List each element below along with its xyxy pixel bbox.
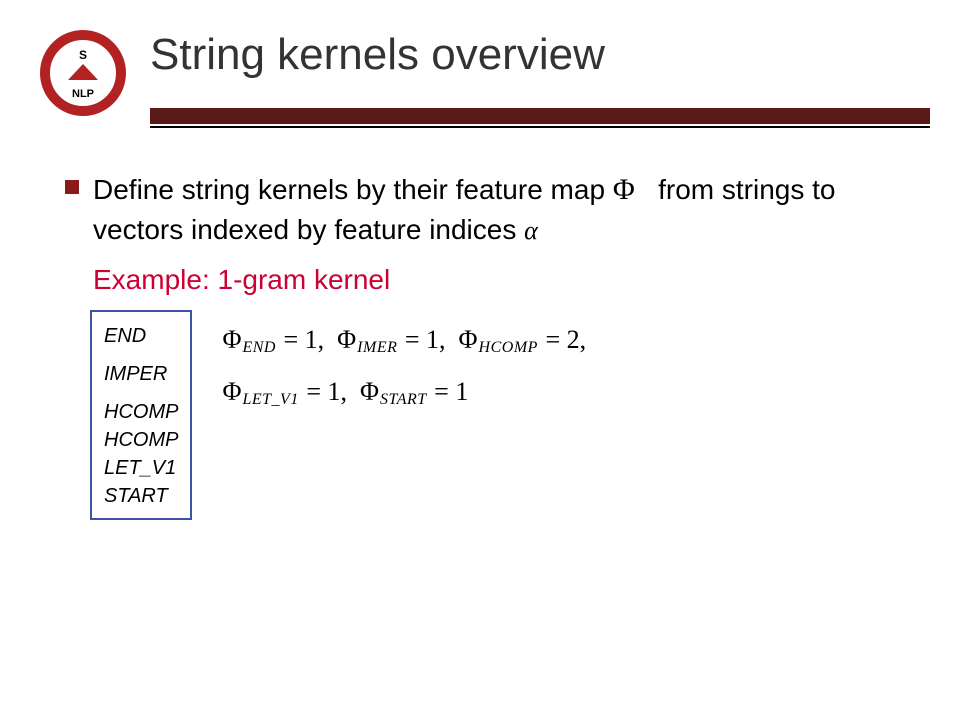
phi-term: ΦEND = 1,	[222, 325, 324, 354]
feature-item: LET_V1	[104, 454, 178, 482]
alpha-symbol: α	[524, 216, 538, 245]
phi-term: ΦHCOMP = 2,	[459, 325, 587, 354]
feature-item: START	[104, 482, 178, 510]
logo-triangle-icon	[68, 64, 98, 80]
logo-top-letter: S	[40, 48, 126, 62]
content-row: END IMPER HCOMP HCOMP LET_V1 START ΦEND …	[90, 310, 900, 520]
phi-symbol: Φ	[613, 173, 635, 206]
slide: S NLP String kernels overview Define str…	[0, 0, 960, 720]
bullet-marker-icon	[65, 180, 79, 194]
feature-item: HCOMP	[104, 426, 178, 454]
slide-title: String kernels overview	[150, 30, 920, 80]
phi-term: ΦIMER = 1,	[337, 325, 445, 354]
feature-item: HCOMP	[104, 398, 178, 426]
formula-line-2: ΦLET_V1 = 1, ΦSTART = 1	[222, 366, 586, 418]
feature-item: IMPER	[104, 360, 178, 388]
feature-sequence-box: END IMPER HCOMP HCOMP LET_V1 START	[90, 310, 192, 520]
phi-term: ΦLET_V1 = 1,	[222, 377, 347, 406]
feature-item: END	[104, 322, 178, 350]
logo-bottom-label: NLP	[40, 88, 126, 100]
bullet-item: Define string kernels by their feature m…	[65, 170, 900, 248]
bullet-text: Define string kernels by their feature m…	[93, 170, 900, 248]
example-label: Example: 1-gram kernel	[93, 264, 900, 296]
stanford-nlp-logo: S NLP	[40, 30, 126, 116]
title-underline	[150, 126, 930, 128]
title-accent-bar	[150, 108, 930, 124]
formula-line-1: ΦEND = 1, ΦIMER = 1, ΦHCOMP = 2,	[222, 314, 586, 366]
bullet-text-part1: Define string kernels by their feature m…	[93, 174, 613, 205]
feature-map-formula: ΦEND = 1, ΦIMER = 1, ΦHCOMP = 2, ΦLET_V1…	[222, 310, 586, 418]
phi-term: ΦSTART = 1	[360, 377, 468, 406]
slide-body: Define string kernels by their feature m…	[65, 170, 900, 296]
